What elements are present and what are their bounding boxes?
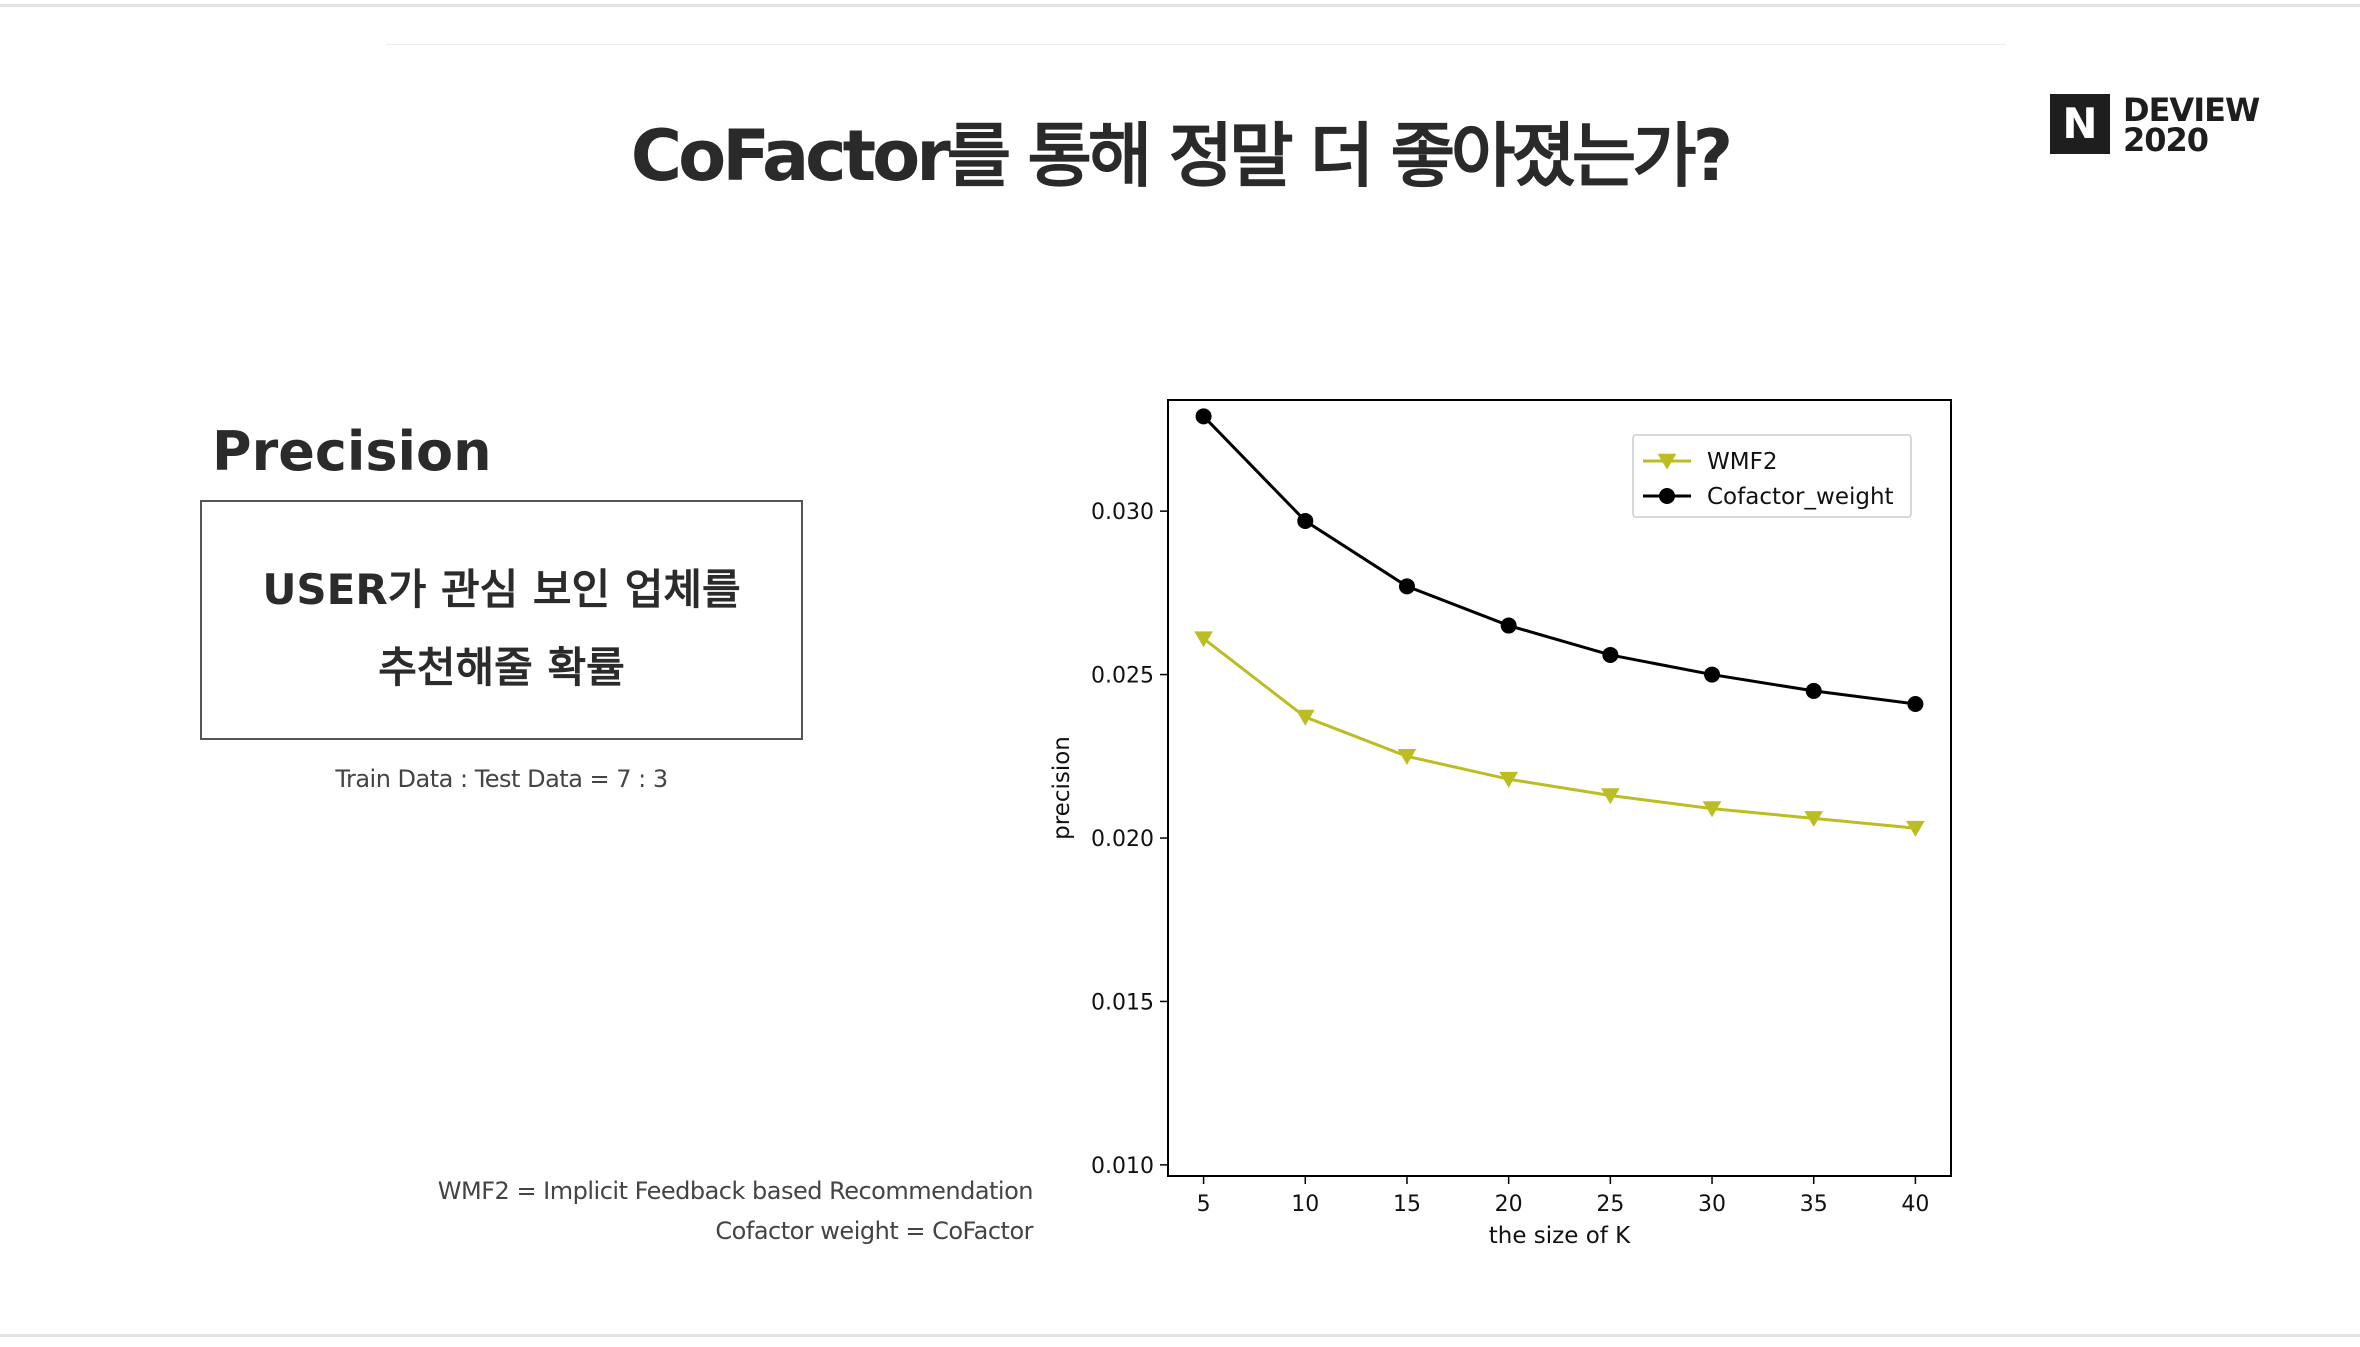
top-rule	[0, 4, 2360, 7]
series-line-wmf2	[1202, 637, 1916, 830]
definition-line-1: USER가 관심 보인 업체를	[262, 565, 741, 614]
footnote-cofactor: Cofactor weight = CoFactor	[715, 1217, 1033, 1245]
data-point-cofactor_weight	[1805, 682, 1822, 699]
x-axis-label: the size of K	[1489, 1223, 1631, 1249]
data-point-wmf2	[1702, 801, 1722, 818]
definition-line-2: 추천해줄 확률	[378, 643, 625, 692]
data-point-cofactor_weight	[1704, 666, 1721, 683]
data-point-wmf2	[1600, 788, 1620, 805]
legend-swatch-marker	[1657, 453, 1677, 470]
x-tick-label: 40	[1901, 1192, 1929, 1217]
y-tick-label: 0.025	[1091, 664, 1154, 689]
y-tick-label: 0.015	[1091, 990, 1154, 1015]
data-point-wmf2	[1906, 820, 1925, 837]
x-tick-label: 5	[1197, 1192, 1211, 1217]
x-tick-label: 10	[1291, 1192, 1319, 1217]
plot-frame	[1167, 399, 1952, 1177]
x-tick-label: 20	[1495, 1192, 1523, 1217]
slide-title: CoFactor를 통해 정말 더 좋아졌는가?	[630, 115, 1733, 197]
section-heading: Precision	[212, 420, 492, 483]
legend-label: Cofactor_weight	[1707, 484, 1894, 510]
definition-box: USER가 관심 보인 업체를 추천해줄 확률	[200, 500, 803, 740]
data-point-wmf2	[1397, 748, 1417, 765]
data-point-cofactor_weight	[1602, 646, 1619, 663]
series-line-cofactor_weight	[1202, 415, 1916, 706]
header-rule	[386, 44, 2006, 45]
x-tick-label: 30	[1698, 1192, 1726, 1217]
data-split-note: Train Data : Test Data = 7 : 3	[335, 765, 668, 793]
legend-label: WMF2	[1707, 449, 1777, 475]
bottom-rule	[0, 1334, 2360, 1337]
x-tick-label: 15	[1393, 1192, 1421, 1217]
y-tick-label: 0.010	[1091, 1154, 1154, 1179]
logo-text-year: 2020	[2123, 121, 2209, 159]
y-axis-label: precision	[1049, 736, 1075, 840]
legend-box	[1632, 434, 1912, 518]
data-point-wmf2	[1295, 709, 1315, 726]
x-tick-label: 25	[1596, 1192, 1624, 1217]
y-tick-label: 0.030	[1091, 500, 1154, 525]
footnote-wmf2: WMF2 = Implicit Feedback based Recommend…	[437, 1177, 1034, 1205]
data-point-wmf2	[1194, 631, 1213, 648]
legend-swatch-marker	[1659, 488, 1675, 504]
data-point-wmf2	[1499, 771, 1519, 788]
data-point-cofactor_weight	[1195, 408, 1212, 425]
data-point-cofactor_weight	[1398, 578, 1415, 595]
precision-line-chart: 5 10 15 20 25 30 35 40 0.010 0.015 0.020 0.025 0.030…	[1049, 399, 1952, 1249]
data-point-cofactor_weight	[1907, 695, 1924, 712]
logo-text-deview: DEVIEW	[2123, 91, 2260, 129]
naver-n-logo-icon: N	[2050, 94, 2110, 154]
data-point-wmf2	[1804, 811, 1824, 828]
y-tick-label: 0.020	[1091, 827, 1154, 852]
x-tick-label: 35	[1800, 1192, 1828, 1217]
data-point-cofactor_weight	[1500, 617, 1517, 634]
data-point-cofactor_weight	[1297, 512, 1314, 529]
